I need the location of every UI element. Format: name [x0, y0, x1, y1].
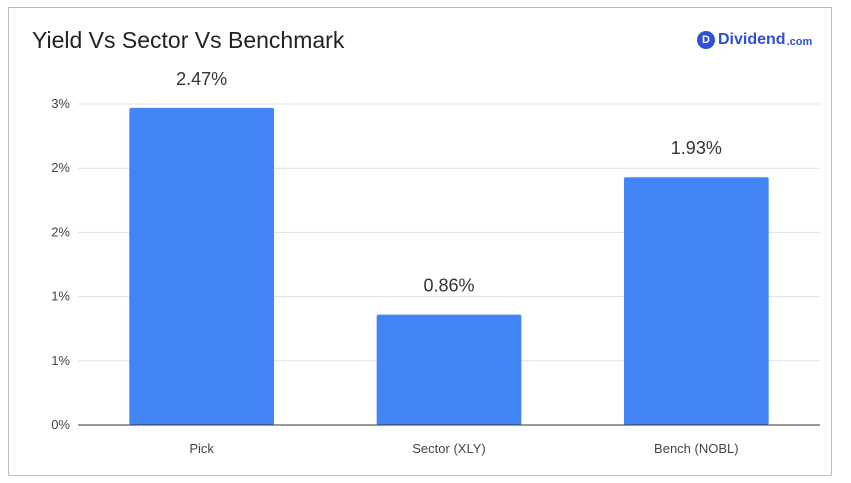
x-category-label: Bench (NOBL) [654, 441, 739, 456]
y-tick-label: 0% [51, 417, 70, 432]
x-axis-labels: Pick Sector (XLY) Bench (NOBL) [189, 441, 738, 456]
bar [623, 177, 769, 425]
y-tick-label: 2% [51, 224, 70, 239]
chart-title: Yield Vs Sector Vs Benchmark [32, 27, 345, 53]
y-tick-label: 2% [51, 160, 70, 175]
y-tick-label: 1% [51, 353, 70, 368]
data-label: 2.47% [176, 69, 227, 89]
y-tick-label: 1% [51, 289, 70, 304]
dividend-logo[interactable]: D Dividend .com [697, 29, 812, 51]
logo-badge-icon: D [697, 31, 715, 49]
logo-text: Dividend [718, 31, 786, 48]
bar [376, 314, 522, 425]
y-axis-ticks: 0% 1% 1% 2% 2% 3% [51, 96, 70, 432]
x-category-label: Sector (XLY) [412, 441, 485, 456]
x-category-label: Pick [189, 441, 214, 456]
y-tick-label: 3% [51, 96, 70, 111]
logo-tld: .com [786, 36, 813, 48]
data-label: 0.86% [423, 276, 474, 296]
data-labels: 2.47% 0.86% 1.93% [176, 69, 722, 296]
bar [129, 107, 275, 426]
bars [129, 107, 769, 426]
data-label: 1.93% [671, 138, 722, 158]
